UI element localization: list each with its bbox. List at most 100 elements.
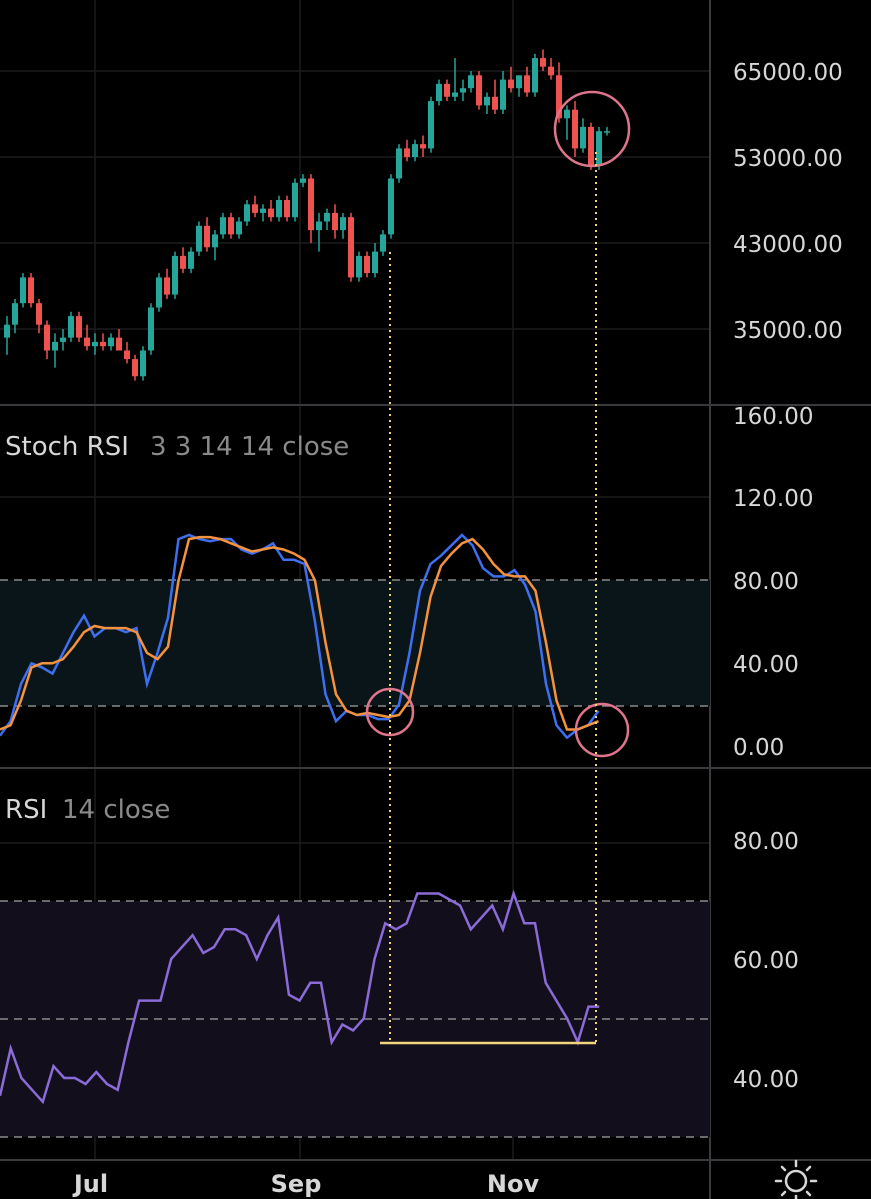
candle [244, 200, 250, 226]
candle [228, 212, 234, 239]
time-label-nov: Nov [487, 1170, 540, 1198]
candle [124, 341, 130, 364]
candlestick-series [4, 49, 610, 381]
candle [284, 195, 290, 222]
rsi-tick: 60.00 [733, 948, 799, 974]
candle [92, 333, 98, 355]
candle [236, 217, 242, 239]
candle [204, 217, 210, 252]
candle [260, 204, 266, 222]
candle [20, 273, 26, 308]
candle [476, 71, 482, 110]
rsi-title: RSI [5, 795, 47, 825]
candle [596, 126, 602, 170]
stoch-k-line [0, 533, 600, 740]
stoch-tick: 40.00 [733, 652, 799, 678]
candle [420, 135, 426, 157]
candle [324, 208, 330, 231]
time-label-jul: Jul [72, 1170, 108, 1198]
candle [380, 230, 386, 256]
price-axis[interactable]: 65000.00 53000.00 43000.00 35000.00 [733, 60, 843, 344]
candle [340, 212, 346, 239]
candle [316, 212, 322, 252]
candle [460, 79, 466, 102]
candle [108, 333, 114, 351]
candle [412, 139, 418, 162]
candle [220, 212, 226, 239]
candle [140, 346, 146, 381]
candle [156, 273, 162, 312]
rsi-axis[interactable]: 80.00 60.00 40.00 [733, 829, 799, 1093]
candle [444, 79, 450, 102]
candle [100, 333, 106, 351]
candle [516, 75, 522, 97]
candle [132, 354, 138, 381]
candle [44, 320, 50, 360]
candle [580, 118, 586, 153]
rsi-pane[interactable]: RSI 14 close [0, 795, 710, 1138]
stoch-annotation-circle-2 [574, 702, 630, 758]
candle [332, 204, 338, 239]
price-tick: 35000.00 [733, 318, 843, 344]
stoch-axis[interactable]: 160.00 120.00 80.00 40.00 0.00 [733, 404, 813, 761]
candle [604, 126, 610, 136]
candle [364, 251, 370, 278]
candle [396, 144, 402, 183]
candle [372, 243, 378, 278]
stoch-d-line [0, 535, 599, 731]
candle [52, 333, 58, 368]
candle [564, 105, 570, 140]
price-tick: 53000.00 [733, 146, 843, 172]
stoch-rsi-pane[interactable]: Stoch RSI 3 3 14 14 close [0, 432, 710, 758]
candle [500, 71, 506, 114]
candle [28, 273, 34, 308]
stoch-tick: 120.00 [733, 486, 813, 512]
stoch-band [0, 580, 710, 706]
candle [212, 230, 218, 261]
candle [252, 195, 258, 218]
rsi-tick: 40.00 [733, 1067, 799, 1093]
price-pane[interactable] [4, 49, 631, 381]
candle [308, 174, 314, 243]
candle [532, 53, 538, 97]
candle [268, 200, 274, 222]
stoch-rsi-title: Stoch RSI [5, 432, 129, 462]
candle [428, 96, 434, 153]
candle [116, 329, 122, 351]
candle [524, 66, 530, 97]
candle [540, 49, 546, 71]
price-tick: 43000.00 [733, 232, 843, 258]
candle [588, 122, 594, 170]
candle [356, 251, 362, 282]
candle [300, 174, 306, 188]
stoch-rsi-params: 3 3 14 14 close [150, 432, 349, 462]
time-axis[interactable]: Jul Sep Nov [72, 1170, 540, 1198]
stoch-tick: 0.00 [733, 735, 784, 761]
candle [68, 311, 74, 342]
candle [36, 298, 42, 334]
stoch-annotation-circle-1 [365, 687, 415, 737]
candle [148, 303, 154, 355]
candle [188, 247, 194, 274]
candle [60, 329, 66, 351]
price-annotation-circle [553, 90, 631, 168]
candle [452, 58, 458, 102]
candle [164, 268, 170, 299]
candle [348, 212, 354, 282]
candle [508, 66, 514, 93]
candle [76, 311, 82, 342]
candle [12, 298, 18, 334]
sun-gear-icon[interactable] [774, 1159, 818, 1199]
candle [276, 195, 282, 222]
candle [180, 247, 186, 274]
candle [84, 324, 90, 351]
stoch-tick: 80.00 [733, 569, 799, 595]
candle [172, 251, 178, 299]
rsi-line [0, 889, 600, 1105]
price-tick: 65000.00 [733, 60, 843, 86]
candle [484, 92, 490, 114]
candle [492, 79, 498, 114]
rsi-params: 14 close [62, 795, 170, 825]
candle [292, 178, 298, 222]
